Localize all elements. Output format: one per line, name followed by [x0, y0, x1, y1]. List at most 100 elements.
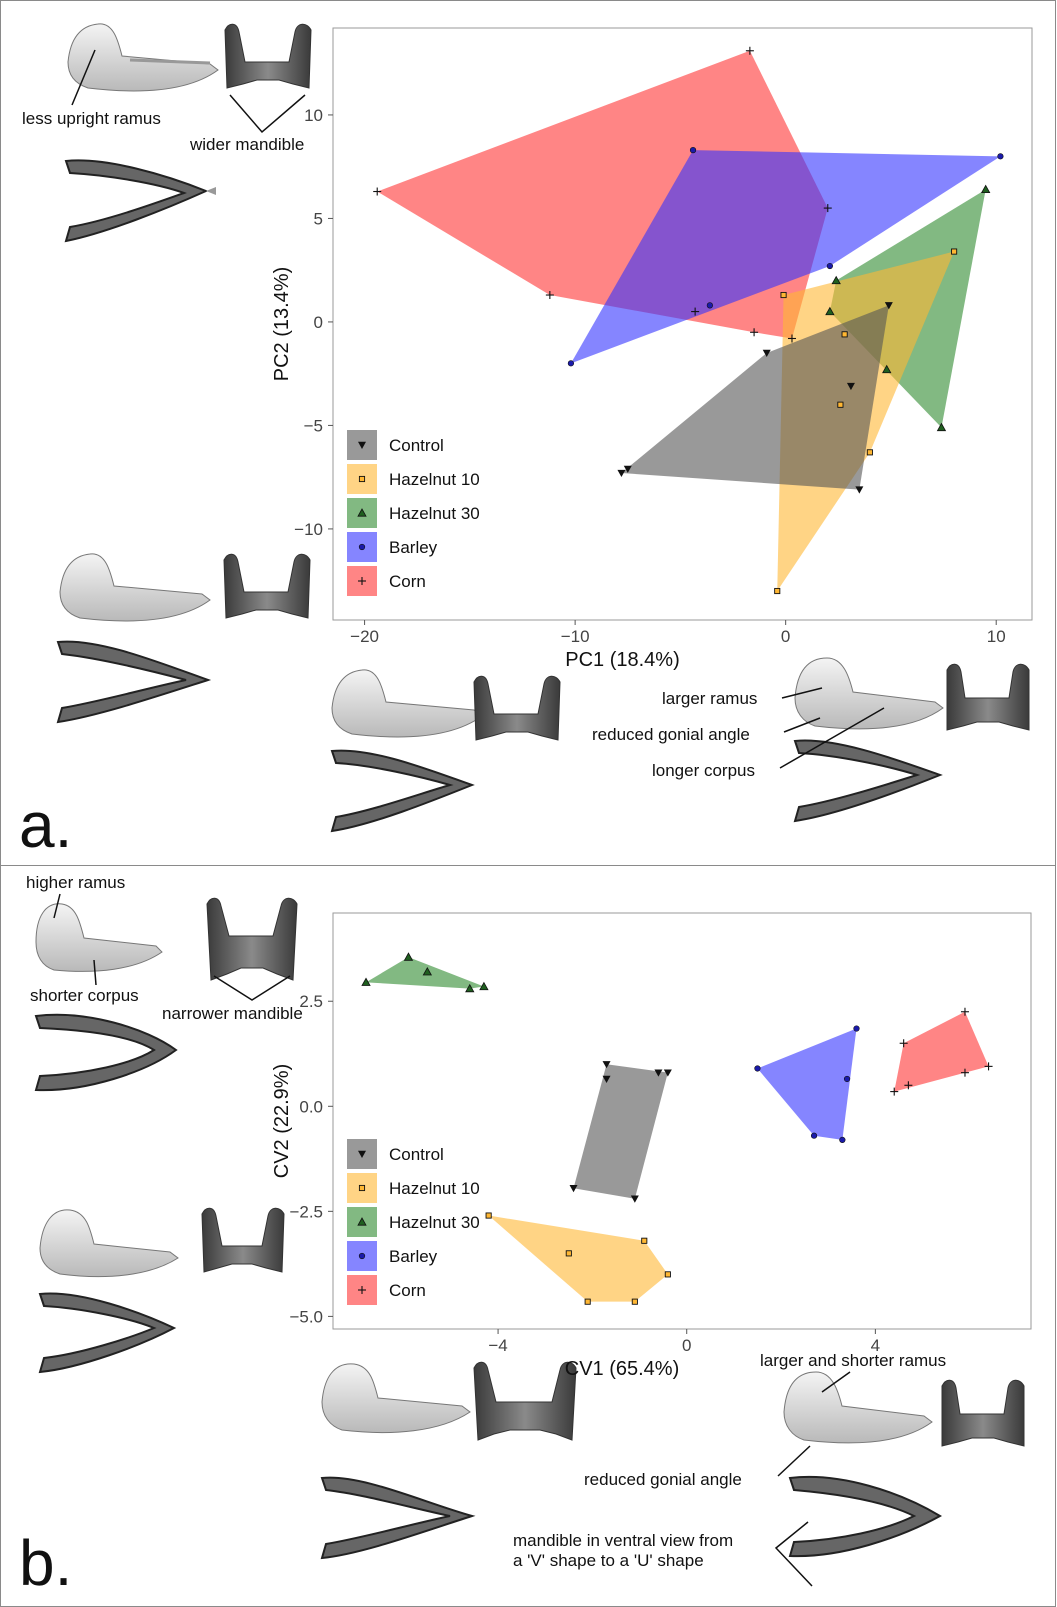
- mandible-frontal-icon: [473, 1361, 577, 1441]
- point-hazelnut10: [565, 1250, 572, 1257]
- legend-label-hazelnut10: Hazelnut 10: [389, 470, 480, 489]
- legend-marker-control: [358, 441, 366, 449]
- legend-marker-corn: [358, 1286, 366, 1294]
- annotation-less-upright-ramus: less upright ramus: [22, 109, 161, 128]
- point-hazelnut10: [841, 331, 848, 338]
- point-control: [617, 469, 626, 478]
- hull-hazelnut10: [488, 1215, 668, 1302]
- x-axis-label: PC1 (18.4%): [565, 649, 680, 671]
- annotation-higher-ramus: higher ramus: [26, 873, 125, 892]
- y-tick-label: −5.0: [289, 1307, 323, 1326]
- annotation-v-to-u-line2: a 'V' shape to a 'U' shape: [513, 1551, 704, 1570]
- point-hazelnut30: [361, 977, 371, 986]
- point-hazelnut30: [479, 981, 489, 991]
- point-corn: [745, 46, 754, 55]
- annotation-shorter-corpus: shorter corpus: [30, 986, 139, 1005]
- hull-control: [573, 1064, 668, 1199]
- legend-label-hazelnut30: Hazelnut 30: [389, 504, 480, 523]
- point-hazelnut10: [631, 1298, 638, 1305]
- point-hazelnut30: [981, 184, 991, 194]
- point-corn: [960, 1007, 969, 1016]
- legend-marker-barley: [358, 1252, 366, 1260]
- mandible-ventral-icon: [64, 159, 216, 243]
- y-tick-label: 5: [314, 209, 323, 228]
- annotation-longer-corpus: longer corpus: [652, 761, 755, 780]
- point-barley: [706, 302, 713, 309]
- legend-marker-hazelnut30: [357, 508, 367, 517]
- point-hazelnut10: [951, 248, 958, 255]
- mandible-lateral-icon: [783, 1371, 933, 1444]
- mandible-lateral-icon: [59, 553, 211, 622]
- point-barley: [843, 1075, 851, 1083]
- x-tick-label: 4: [871, 1336, 880, 1355]
- mandible-lateral-icon: [35, 903, 163, 972]
- mandible-frontal-icon: [946, 663, 1030, 731]
- mandible-lateral-icon: [321, 1363, 471, 1434]
- point-control: [602, 1061, 611, 1069]
- legend-marker-hazelnut10: [358, 1184, 366, 1192]
- point-corn: [823, 204, 832, 213]
- point-barley: [826, 262, 833, 270]
- point-corn: [904, 1081, 913, 1090]
- hull-control: [621, 305, 889, 490]
- point-control: [663, 1069, 672, 1077]
- mandible-illustrations-a: [56, 23, 1030, 833]
- point-barley: [754, 1065, 761, 1072]
- annotation-larger-ramus: larger ramus: [662, 689, 757, 708]
- mandible-ventral-icon: [320, 1476, 476, 1560]
- point-hazelnut10: [837, 401, 844, 408]
- mandible-lateral-icon: [794, 657, 944, 730]
- point-control: [884, 302, 893, 310]
- mandible-illustrations-b: [34, 897, 1025, 1560]
- hull-barley: [757, 1028, 857, 1140]
- mandible-ventral-icon: [38, 1292, 177, 1374]
- point-hazelnut30: [882, 364, 892, 374]
- mandible-frontal-icon: [223, 553, 311, 619]
- y-tick-label: −10: [294, 520, 323, 539]
- mandible-lateral-icon: [39, 1209, 179, 1278]
- mandible-lateral-icon: [331, 669, 483, 738]
- mandible-frontal-icon: [206, 897, 298, 981]
- mandible-ventral-icon: [788, 1475, 943, 1558]
- x-tick-label: −10: [561, 627, 590, 646]
- legend-marker-control: [358, 1150, 366, 1158]
- legend-label-hazelnut30: Hazelnut 30: [389, 1213, 480, 1232]
- point-hazelnut10: [774, 587, 781, 595]
- point-corn: [899, 1039, 908, 1048]
- annotation-v-to-u-line1: mandible in ventral view from: [513, 1531, 733, 1550]
- point-corn: [787, 334, 796, 343]
- point-corn: [691, 307, 700, 316]
- point-hazelnut30: [403, 952, 414, 961]
- point-corn: [984, 1062, 993, 1071]
- annotation-larger-shorter-ramus: larger and shorter ramus: [760, 1351, 946, 1370]
- point-barley: [689, 147, 697, 154]
- point-control: [654, 1069, 663, 1077]
- legend-label-control: Control: [389, 436, 444, 455]
- legend-marker-hazelnut10: [358, 475, 366, 483]
- point-hazelnut10: [664, 1271, 671, 1278]
- point-hazelnut10: [584, 1298, 591, 1305]
- mandible-frontal-icon: [201, 1207, 285, 1273]
- hull-layer: [377, 50, 1001, 592]
- y-tick-label: 10: [304, 106, 323, 125]
- point-layer: [361, 952, 993, 1305]
- legend-label-barley: Barley: [389, 1247, 438, 1266]
- point-hazelnut10: [866, 449, 873, 456]
- y-tick-label: 0: [314, 313, 323, 332]
- x-tick-label: 0: [781, 627, 790, 646]
- point-hazelnut30: [465, 983, 475, 993]
- annotations-a: less upright ramus wider mandible larger…: [22, 49, 885, 780]
- point-hazelnut10: [485, 1212, 492, 1219]
- point-hazelnut30: [422, 967, 433, 976]
- point-barley: [810, 1132, 818, 1139]
- point-barley: [853, 1025, 860, 1032]
- cva-scatter-chart: −4 0 4 −5.0 −2.5 0.0 2.5 CV1 (65.4%) CV2 (22.9%)…: [271, 912, 1032, 1380]
- annotation-wider-mandible: wider mandible: [189, 135, 304, 154]
- panel-a-letter: a.: [19, 789, 73, 861]
- point-control: [569, 1185, 578, 1193]
- legend-label-control: Control: [389, 1145, 444, 1164]
- y-tick-label: 2.5: [299, 992, 323, 1011]
- mandible-lateral-icon: [67, 23, 219, 92]
- point-hazelnut10: [641, 1237, 648, 1244]
